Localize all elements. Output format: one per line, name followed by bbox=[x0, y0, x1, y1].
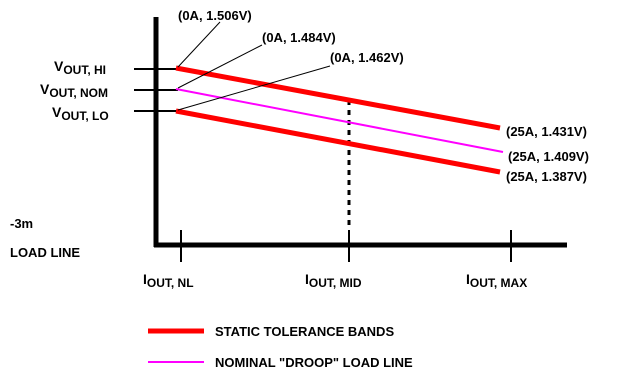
y-label-lo: VOUT, LO bbox=[52, 104, 109, 123]
leader-nom bbox=[177, 44, 263, 89]
y-label-hi: VOUT, HI bbox=[54, 58, 106, 77]
droop-load-line bbox=[175, 88, 504, 153]
tolerance-band-lo bbox=[175, 108, 501, 175]
x-label-max: IOUT, MAX bbox=[466, 271, 527, 290]
x-label-nl: IOUT, NL bbox=[143, 271, 194, 290]
legend-label-tolerance: STATIC TOLERANCE BANDS bbox=[215, 324, 394, 339]
legend-label-droop: NOMINAL "DROOP" LOAD LINE bbox=[215, 355, 413, 370]
leader-hi bbox=[177, 21, 221, 68]
annotation-nom-start: (0A, 1.484V) bbox=[262, 30, 336, 45]
load-line-value: -3m bbox=[10, 216, 33, 231]
annotation-lo-end: (25A, 1.387V) bbox=[506, 169, 587, 184]
x-label-mid: IOUT, MID bbox=[305, 271, 362, 290]
tolerance-band-hi bbox=[175, 65, 501, 131]
annotation-hi-start: (0A, 1.506V) bbox=[178, 8, 252, 23]
y-label-nom: VOUT, NOM bbox=[40, 81, 108, 100]
annotation-hi-end: (25A, 1.431V) bbox=[506, 124, 587, 139]
annotation-lo-start: (0A, 1.462V) bbox=[330, 50, 404, 65]
leader-lo bbox=[177, 65, 331, 111]
load-line-label: LOAD LINE bbox=[10, 245, 80, 260]
annotation-nom-end: (25A, 1.409V) bbox=[508, 149, 589, 164]
